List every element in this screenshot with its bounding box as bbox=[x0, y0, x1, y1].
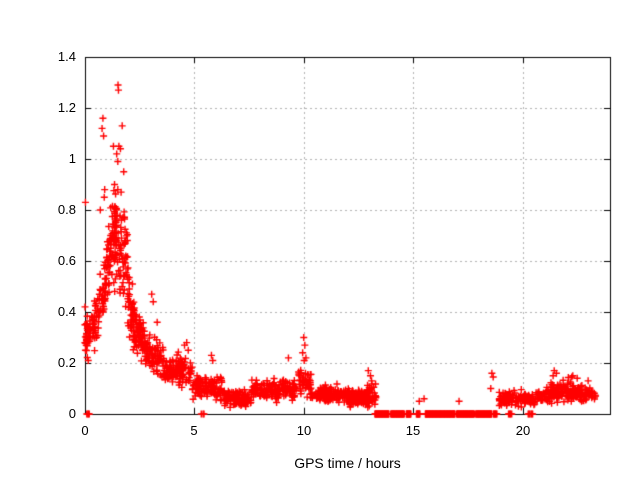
x-tick-label: 0 bbox=[81, 423, 89, 438]
y-tick-label: 1.2 bbox=[57, 100, 76, 115]
x-tick-label: 15 bbox=[405, 423, 421, 438]
y-tick-label: 0.4 bbox=[57, 304, 76, 319]
x-axis-label: GPS time / hours bbox=[294, 455, 401, 471]
y-tick-label: 1.4 bbox=[57, 49, 76, 64]
y-tick-label: 1 bbox=[68, 151, 76, 166]
y-tick-label: 0.8 bbox=[57, 202, 76, 217]
x-tick-label: 20 bbox=[515, 423, 531, 438]
x-tick-label: 5 bbox=[190, 423, 198, 438]
y-tick-label: 0 bbox=[68, 406, 76, 421]
y-tick-label: 0.6 bbox=[57, 253, 76, 268]
x-tick-label: 10 bbox=[296, 423, 312, 438]
y-tick-label: 0.2 bbox=[57, 355, 76, 370]
